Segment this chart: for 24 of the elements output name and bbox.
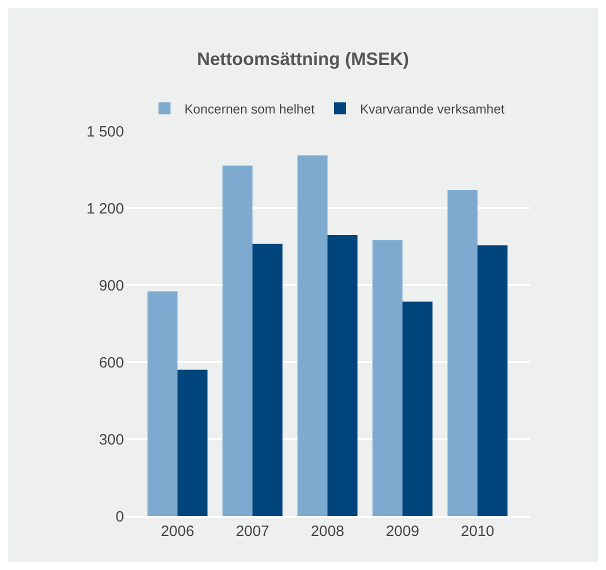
y-tick-label: 0 [116,508,124,526]
y-tick-label: 600 [98,354,124,372]
x-tick-label: 2010 [460,523,494,540]
legend-label: Kvarvarande verksamhet [360,101,505,116]
bar [148,291,178,516]
bar [298,155,328,516]
x-tick-label: 2009 [386,523,420,540]
bar [222,166,252,516]
bar [478,245,508,516]
bar [178,370,208,516]
x-tick-label: 2008 [310,523,344,540]
bar [252,244,282,516]
x-tick-label: 2007 [236,523,270,540]
y-tick-label: 300 [98,431,124,448]
bar [402,302,432,516]
y-tick-label: 1 200 [86,200,124,218]
bar [328,234,358,516]
bar [448,190,478,516]
y-tick-label: 900 [98,277,124,294]
bar [372,240,402,516]
legend-label: Koncernen som helhet [184,101,315,116]
y-tick-label: 1 500 [86,123,124,140]
x-tick-label: 2006 [160,523,194,540]
chart-title: Nettoomsättning (MSEK) [197,48,409,69]
